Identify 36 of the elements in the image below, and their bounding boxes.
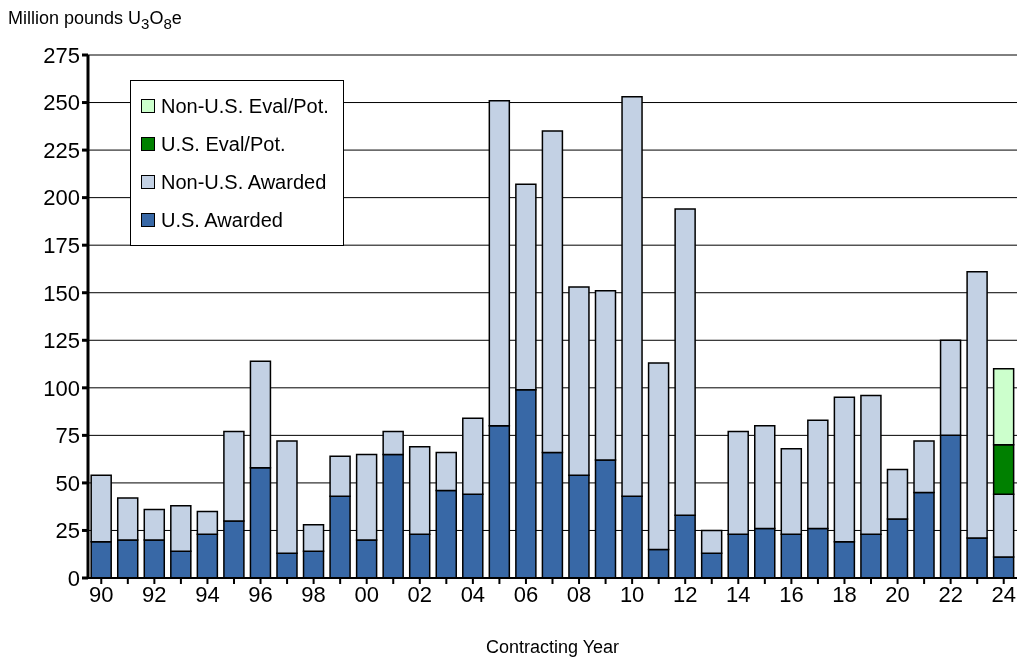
x-tick-label: 06	[513, 581, 539, 607]
y-tick-label: 125	[43, 328, 80, 354]
legend-label: U.S. Awarded	[161, 208, 283, 232]
x-tick-label: 04	[460, 581, 486, 607]
legend-label: Non-U.S. Eval/Pot.	[161, 94, 329, 118]
y-tick-label: 275	[43, 42, 80, 68]
x-tick-label: 02	[407, 581, 433, 607]
y-tick-label: 150	[43, 280, 80, 306]
x-tick-label: 00	[354, 581, 379, 607]
y-tick-label: 175	[43, 232, 80, 258]
y-tick-label: 75	[55, 423, 80, 449]
y-axis-title: Million pounds U$_{3}$O$_{8}$e	[8, 8, 182, 32]
x-tick-label: 90	[89, 581, 114, 607]
x-axis-title: Contracting Year	[485, 637, 620, 657]
y-tick-label: 25	[55, 518, 80, 544]
y-tick-label: 50	[55, 470, 80, 496]
y-tick-label: 200	[43, 185, 80, 211]
x-tick-label: 92	[142, 581, 167, 607]
y-tick-label: 225	[43, 137, 80, 163]
x-tick-label: 18	[832, 581, 857, 607]
y-tick-label: 250	[43, 90, 80, 116]
x-tick-label: 94	[195, 581, 220, 607]
legend-label: U.S. Eval/Pot.	[161, 132, 286, 156]
x-tick-label: 24	[991, 581, 1016, 607]
x-tick-label: 16	[779, 581, 804, 607]
legend-label: Non-U.S. Awarded	[161, 170, 327, 194]
y-tick-label: 100	[43, 375, 80, 401]
x-tick-label: 12	[672, 581, 698, 607]
x-tick-label: 14	[726, 581, 751, 607]
x-tick-label: 20	[885, 581, 910, 607]
x-tick-label: 22	[938, 581, 963, 607]
y-tick-label: 0	[67, 565, 80, 591]
x-tick-label: 10	[619, 581, 645, 607]
x-tick-label: 98	[301, 581, 326, 607]
x-tick-label: 96	[248, 581, 273, 607]
x-tick-label: 08	[566, 581, 592, 607]
